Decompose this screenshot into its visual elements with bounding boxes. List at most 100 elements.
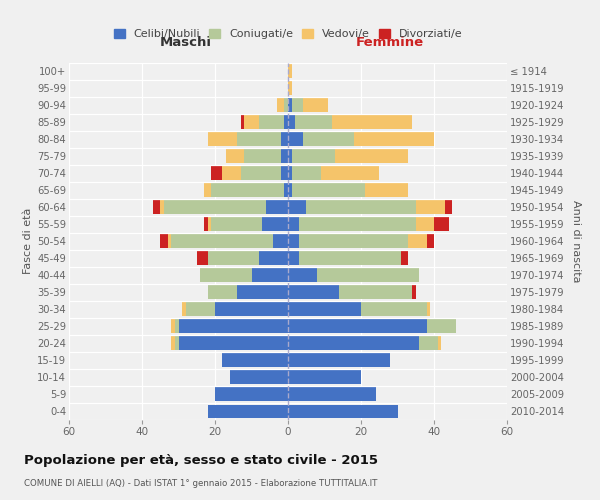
Bar bbox=[299, 252, 401, 266]
Bar bbox=[171, 336, 175, 350]
Bar bbox=[211, 217, 262, 231]
Bar bbox=[288, 234, 299, 248]
Bar bbox=[251, 268, 288, 282]
Bar bbox=[215, 388, 288, 402]
Bar bbox=[284, 115, 288, 129]
Bar bbox=[211, 183, 284, 197]
Bar bbox=[182, 302, 186, 316]
Bar bbox=[416, 200, 445, 214]
Bar bbox=[288, 64, 292, 78]
Bar bbox=[292, 98, 302, 112]
Bar bbox=[288, 320, 427, 334]
Bar bbox=[288, 132, 302, 146]
Bar bbox=[288, 268, 317, 282]
Bar bbox=[288, 404, 398, 418]
Bar bbox=[288, 200, 306, 214]
Bar bbox=[412, 286, 416, 300]
Bar bbox=[288, 183, 292, 197]
Bar bbox=[237, 286, 288, 300]
Bar bbox=[244, 149, 281, 163]
Bar bbox=[292, 166, 321, 180]
Bar bbox=[208, 404, 288, 418]
Bar bbox=[211, 166, 223, 180]
Bar bbox=[259, 252, 288, 266]
Bar bbox=[361, 302, 427, 316]
Bar bbox=[416, 217, 434, 231]
Bar bbox=[197, 252, 208, 266]
Bar bbox=[208, 132, 237, 146]
Text: COMUNE DI AIELLI (AQ) - Dati ISTAT 1° gennaio 2015 - Elaborazione TUTTITALIA.IT: COMUNE DI AIELLI (AQ) - Dati ISTAT 1° ge… bbox=[24, 479, 377, 488]
Bar bbox=[306, 200, 416, 214]
Bar bbox=[292, 183, 365, 197]
Text: Femmine: Femmine bbox=[356, 36, 424, 49]
Bar bbox=[274, 234, 288, 248]
Bar bbox=[259, 115, 284, 129]
Bar bbox=[237, 132, 281, 146]
Bar bbox=[401, 252, 409, 266]
Bar bbox=[281, 166, 288, 180]
Bar bbox=[284, 183, 288, 197]
Bar bbox=[302, 132, 354, 146]
Bar bbox=[299, 217, 416, 231]
Bar bbox=[288, 354, 390, 368]
Bar bbox=[434, 217, 449, 231]
Bar bbox=[223, 166, 241, 180]
Bar bbox=[262, 217, 288, 231]
Bar bbox=[171, 320, 175, 334]
Bar bbox=[179, 336, 288, 350]
Bar bbox=[317, 268, 419, 282]
Legend: Celibi/Nubili, Coniugati/e, Vedovi/e, Divorziati/e: Celibi/Nubili, Coniugati/e, Vedovi/e, Di… bbox=[112, 27, 464, 42]
Text: Popolazione per età, sesso e stato civile - 2015: Popolazione per età, sesso e stato civil… bbox=[24, 454, 378, 467]
Bar bbox=[288, 166, 292, 180]
Bar bbox=[419, 336, 437, 350]
Bar bbox=[427, 320, 456, 334]
Bar bbox=[277, 98, 284, 112]
Bar bbox=[288, 286, 339, 300]
Bar bbox=[288, 149, 292, 163]
Bar bbox=[288, 388, 376, 402]
Bar bbox=[339, 286, 412, 300]
Bar bbox=[171, 234, 274, 248]
Bar bbox=[186, 302, 215, 316]
Bar bbox=[215, 302, 288, 316]
Bar bbox=[204, 183, 211, 197]
Bar bbox=[281, 149, 288, 163]
Bar bbox=[354, 132, 434, 146]
Bar bbox=[292, 149, 335, 163]
Bar bbox=[175, 336, 179, 350]
Bar bbox=[302, 98, 328, 112]
Bar bbox=[241, 115, 244, 129]
Bar bbox=[288, 98, 292, 112]
Bar bbox=[164, 200, 266, 214]
Bar bbox=[160, 200, 164, 214]
Bar bbox=[208, 286, 237, 300]
Bar bbox=[365, 183, 409, 197]
Bar bbox=[427, 302, 430, 316]
Bar bbox=[284, 98, 288, 112]
Y-axis label: Anni di nascita: Anni di nascita bbox=[571, 200, 581, 282]
Bar bbox=[223, 354, 288, 368]
Bar bbox=[200, 268, 251, 282]
Bar bbox=[427, 234, 434, 248]
Bar bbox=[281, 132, 288, 146]
Bar bbox=[167, 234, 171, 248]
Bar bbox=[204, 217, 208, 231]
Bar bbox=[335, 149, 409, 163]
Bar bbox=[288, 81, 292, 95]
Bar bbox=[153, 200, 160, 214]
Bar bbox=[332, 115, 412, 129]
Bar bbox=[208, 217, 211, 231]
Bar bbox=[445, 200, 452, 214]
Bar bbox=[288, 252, 299, 266]
Bar bbox=[179, 320, 288, 334]
Bar bbox=[299, 234, 409, 248]
Bar bbox=[288, 115, 295, 129]
Bar bbox=[288, 336, 419, 350]
Bar bbox=[241, 166, 281, 180]
Bar bbox=[437, 336, 441, 350]
Bar bbox=[288, 370, 361, 384]
Y-axis label: Fasce di età: Fasce di età bbox=[23, 208, 33, 274]
Bar bbox=[230, 370, 288, 384]
Bar bbox=[244, 115, 259, 129]
Bar bbox=[409, 234, 427, 248]
